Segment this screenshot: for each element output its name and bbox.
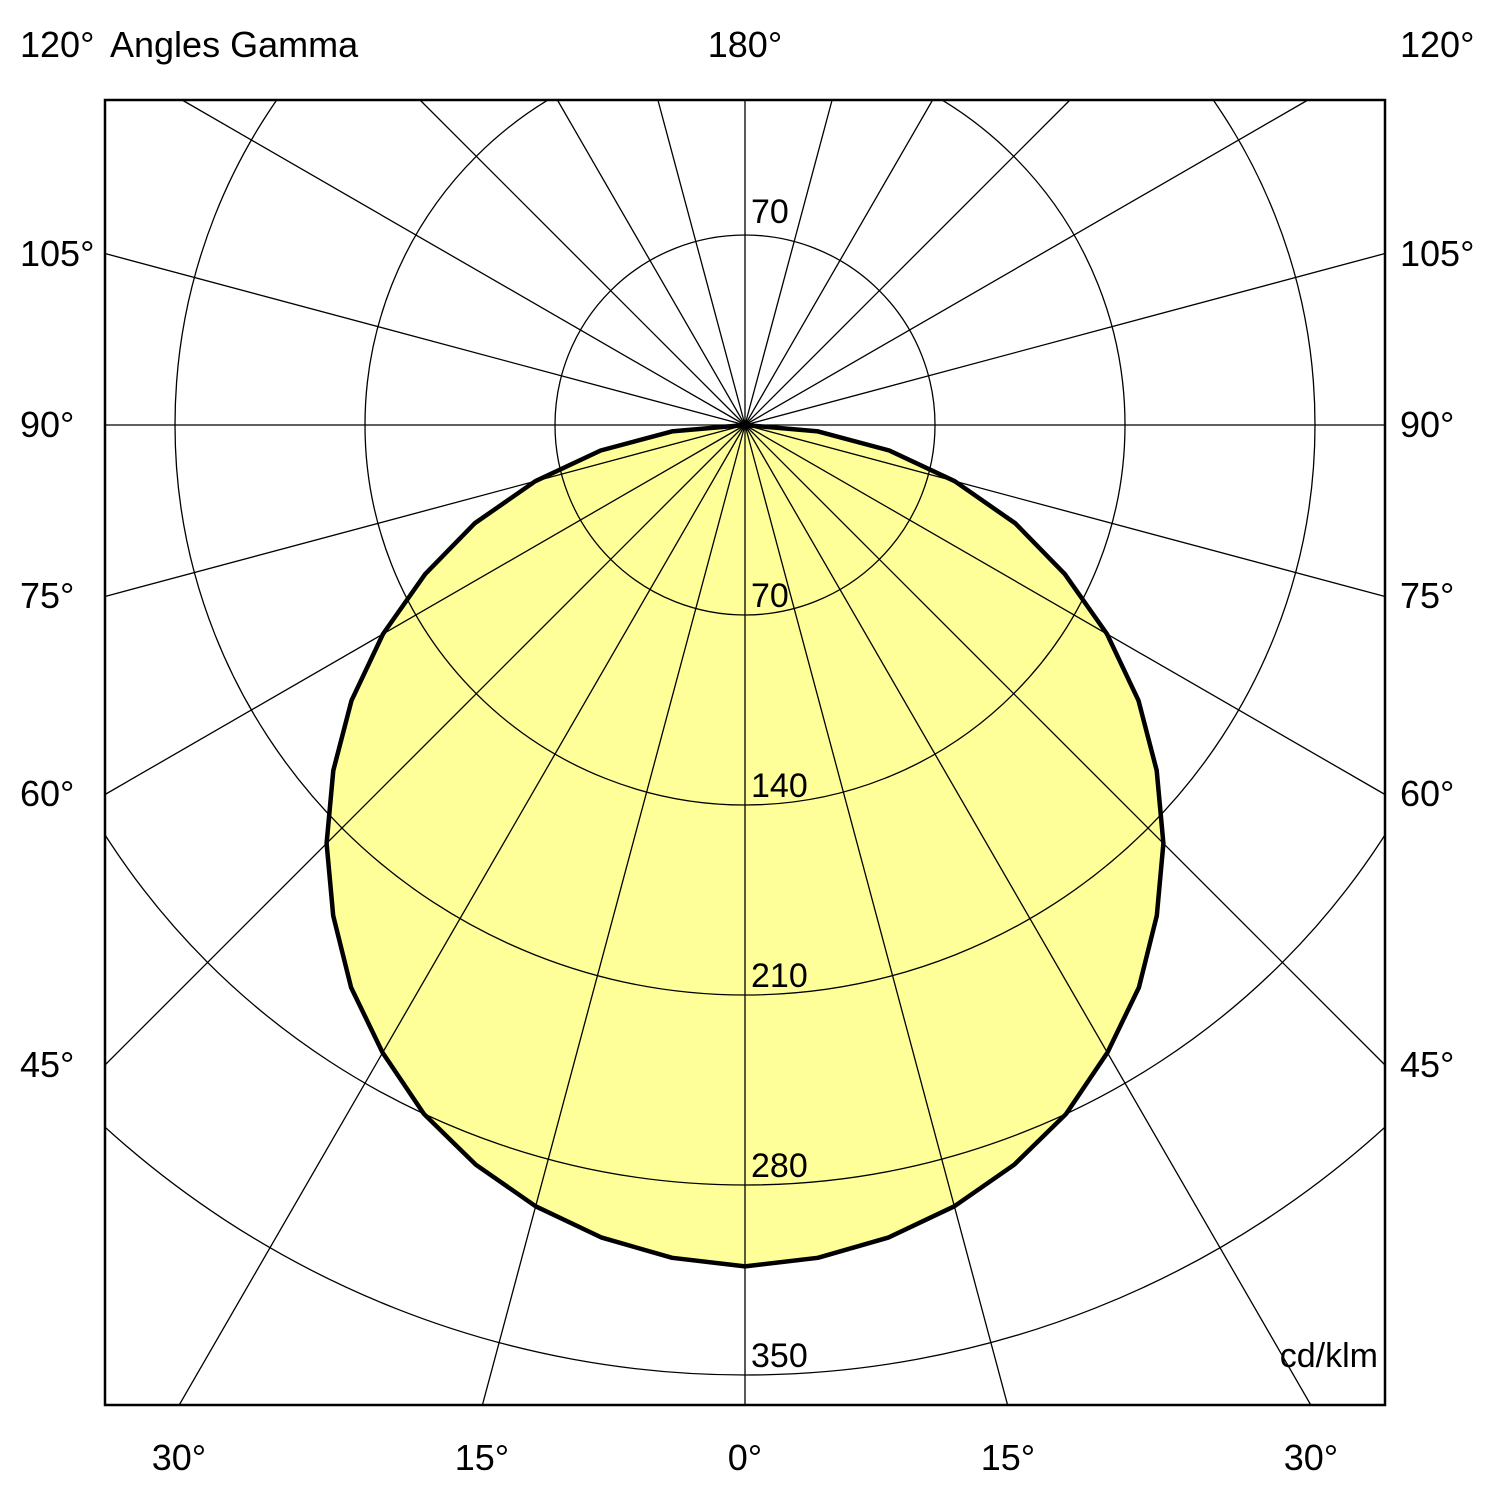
radial-tick-70-upper: 70 bbox=[751, 193, 789, 231]
intensity-lobe-outline bbox=[324, 422, 1166, 1269]
unit-label: cd/klm bbox=[1279, 1337, 1378, 1375]
gamma-label-left-45: 45° bbox=[20, 1044, 75, 1085]
gamma-label-left-120: 120° bbox=[20, 24, 95, 65]
gamma-label-right-60: 60° bbox=[1400, 773, 1455, 814]
radial-tick-70-lower: 70 bbox=[751, 577, 789, 615]
gamma-label-left-75: 75° bbox=[20, 575, 75, 616]
radial-tick-210: 210 bbox=[751, 957, 808, 995]
radial-tick-280: 280 bbox=[751, 1147, 808, 1185]
gamma-label-right-75: 75° bbox=[1400, 575, 1455, 616]
gamma-label-left-90: 90° bbox=[20, 404, 75, 445]
bottom-axis-label-0: 0° bbox=[727, 1437, 763, 1478]
gamma-grid-lines bbox=[104, 99, 1386, 1406]
bottom-axis-label-30-right: 30° bbox=[1283, 1437, 1339, 1478]
gamma-label-right-90: 90° bbox=[1400, 404, 1455, 445]
radial-tick-140: 140 bbox=[751, 767, 808, 805]
bottom-axis-label-30-left: 30° bbox=[151, 1437, 207, 1478]
gamma-label-right-120: 120° bbox=[1400, 24, 1475, 65]
gamma-label-top-180: 180° bbox=[707, 24, 783, 65]
gamma-label-left-105: 105° bbox=[20, 233, 95, 274]
diagram-title: Angles Gamma bbox=[110, 24, 359, 65]
radial-tick-350: 350 bbox=[751, 1337, 808, 1375]
bottom-axis-label-15-right: 15° bbox=[980, 1437, 1036, 1478]
gamma-label-left-60: 60° bbox=[20, 773, 75, 814]
bottom-axis-label-15-left: 15° bbox=[454, 1437, 510, 1478]
plot-border bbox=[103, 98, 1387, 1407]
gamma-label-right-105: 105° bbox=[1400, 233, 1475, 274]
gamma-label-right-45: 45° bbox=[1400, 1044, 1455, 1085]
